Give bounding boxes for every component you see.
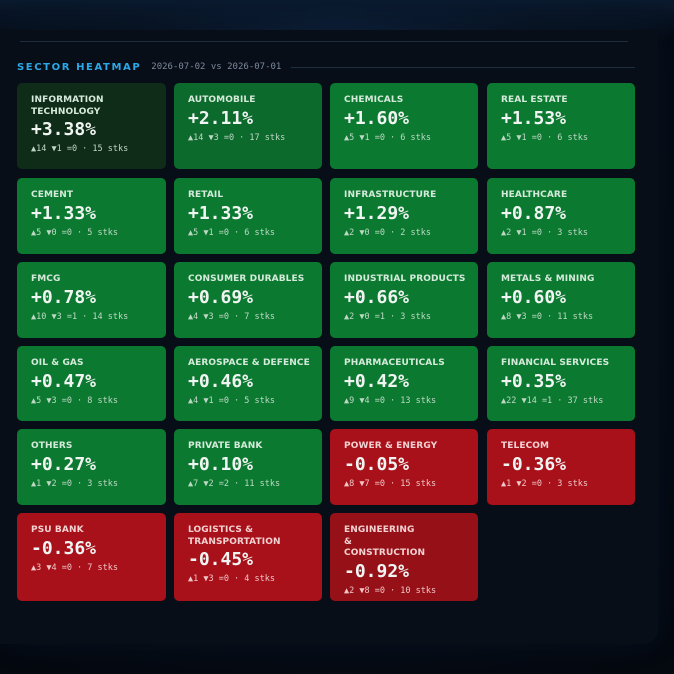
sector-name: OTHERS xyxy=(31,441,73,451)
sector-name: PRIVATE BANK xyxy=(188,441,263,451)
sector-tile-power-energy[interactable]: POWER & ENERGY -0.05% ▲8 ▼7 =0 · 15 stks xyxy=(330,429,478,505)
top-divider xyxy=(20,41,628,42)
sector-tile-retail[interactable]: RETAIL +1.33% ▲5 ▼1 =0 · 6 stks xyxy=(174,178,322,254)
sector-tile-others[interactable]: OTHERS +0.27% ▲1 ▼2 =0 · 3 stks xyxy=(17,429,166,505)
sector-stats: ▲4 ▼3 =0 · 7 stks xyxy=(188,311,275,322)
sector-name: POWER & ENERGY xyxy=(344,441,438,451)
sector-stats: ▲7 ▼2 =2 · 11 stks xyxy=(188,478,281,489)
sector-tile-consumer-durables[interactable]: CONSUMER DURABLES +0.69% ▲4 ▼3 =0 · 7 st… xyxy=(174,262,322,338)
sector-tile-automobile[interactable]: AUTOMOBILE +2.11% ▲14 ▼3 =0 · 17 stks xyxy=(174,83,322,169)
sector-name: REAL ESTATE xyxy=(501,95,568,105)
sector-change: -0.45% xyxy=(188,549,254,570)
sector-change: +0.60% xyxy=(501,286,567,308)
sector-change: +0.46% xyxy=(188,370,254,392)
sector-name: PHARMACEUTICALS xyxy=(344,358,445,368)
sector-name: AUTOMOBILE xyxy=(188,95,256,105)
sector-name: METALS & MINING xyxy=(501,274,595,284)
sector-name: INFORMATION TECHNOLOGY xyxy=(31,95,104,117)
sector-stats: ▲5 ▼3 =0 · 8 stks xyxy=(31,395,118,406)
sector-name: OIL & GAS xyxy=(31,358,84,368)
sector-name: CONSUMER DURABLES xyxy=(188,274,305,284)
sector-stats: ▲22 ▼14 =1 · 37 stks xyxy=(501,395,604,406)
sector-stats: ▲2 ▼0 =1 · 3 stks xyxy=(344,311,431,322)
heatmap-title: SECTOR HEATMAP xyxy=(17,61,142,73)
sector-name: FMCG xyxy=(31,274,61,284)
header-divider xyxy=(291,66,635,68)
sector-change: +1.33% xyxy=(188,202,254,224)
heatmap-header: SECTOR HEATMAP 2026-07-02 vs 2026-07-01 xyxy=(17,60,635,74)
sector-change: +0.47% xyxy=(31,370,97,392)
sector-tile-cement[interactable]: CEMENT +1.33% ▲5 ▼0 =0 · 5 stks xyxy=(17,178,166,254)
sector-name: HEALTHCARE xyxy=(501,190,568,200)
sector-tile-oil-gas[interactable]: OIL & GAS +0.47% ▲5 ▼3 =0 · 8 stks xyxy=(17,346,166,421)
sector-name: CHEMICALS xyxy=(344,95,404,105)
sector-change: +0.69% xyxy=(188,286,254,308)
sector-change: +0.78% xyxy=(31,286,97,308)
sector-tile-healthcare[interactable]: HEALTHCARE +0.87% ▲2 ▼1 =0 · 3 stks xyxy=(487,178,635,254)
sector-stats: ▲2 ▼0 =0 · 2 stks xyxy=(344,227,431,238)
sector-tile-infrastructure[interactable]: INFRASTRUCTURE +1.29% ▲2 ▼0 =0 · 2 stks xyxy=(330,178,478,254)
sector-tile-aerospace-defence[interactable]: AEROSPACE & DEFENCE +0.46% ▲4 ▼1 =0 · 5 … xyxy=(174,346,322,421)
sector-tile-private-bank[interactable]: PRIVATE BANK +0.10% ▲7 ▼2 =2 · 11 stks xyxy=(174,429,322,505)
sector-stats: ▲2 ▼8 =0 · 10 stks xyxy=(344,585,437,596)
sector-tile-logistics-transportation[interactable]: LOGISTICS & TRANSPORTATION -0.45% ▲1 ▼3 … xyxy=(174,513,322,601)
sector-tile-industrial-products[interactable]: INDUSTRIAL PRODUCTS +0.66% ▲2 ▼0 =1 · 3 … xyxy=(330,262,478,338)
sector-change: +0.87% xyxy=(501,202,567,224)
sector-stats: ▲10 ▼3 =1 · 14 stks xyxy=(31,311,129,322)
sector-name: PSU BANK xyxy=(31,525,84,535)
sector-change: +0.42% xyxy=(344,370,410,392)
sector-change: +1.29% xyxy=(344,202,410,224)
sector-name: INFRASTRUCTURE xyxy=(344,190,437,200)
sector-change: +1.60% xyxy=(344,107,410,129)
sector-tile-telecom[interactable]: TELECOM -0.36% ▲1 ▼2 =0 · 3 stks xyxy=(487,429,635,505)
sector-name: AEROSPACE & DEFENCE xyxy=(188,358,310,368)
date-range: 2026-07-02 vs 2026-07-01 xyxy=(151,62,282,72)
sector-tile-fmcg[interactable]: FMCG +0.78% ▲10 ▼3 =1 · 14 stks xyxy=(17,262,166,338)
sector-stats: ▲1 ▼2 =0 · 3 stks xyxy=(501,478,588,489)
sector-stats: ▲5 ▼0 =0 · 5 stks xyxy=(31,227,118,238)
sector-change: +0.10% xyxy=(188,453,254,475)
sector-change: +2.11% xyxy=(188,107,254,129)
sector-stats: ▲5 ▼1 =0 · 6 stks xyxy=(188,227,275,238)
sector-change: +0.66% xyxy=(344,286,410,308)
sector-change: +1.53% xyxy=(501,107,567,129)
sector-tile-engineering-construction[interactable]: ENGINEERING & CONSTRUCTION -0.92% ▲2 ▼8 … xyxy=(330,513,478,601)
sector-stats: ▲1 ▼2 =0 · 3 stks xyxy=(31,478,118,489)
sector-change: -0.92% xyxy=(344,560,410,582)
sector-stats: ▲5 ▼1 =0 · 6 stks xyxy=(501,132,588,143)
sector-name: FINANCIAL SERVICES xyxy=(501,358,610,368)
sector-change: -0.36% xyxy=(31,537,97,559)
sector-stats: ▲8 ▼7 =0 · 15 stks xyxy=(344,478,437,489)
sector-stats: ▲5 ▼1 =0 · 6 stks xyxy=(344,132,431,143)
sector-stats: ▲3 ▼4 =0 · 7 stks xyxy=(31,562,118,573)
sector-tile-financial-services[interactable]: FINANCIAL SERVICES +0.35% ▲22 ▼14 =1 · 3… xyxy=(487,346,635,421)
sector-stats: ▲14 ▼1 =0 · 15 stks xyxy=(31,144,129,154)
sector-tile-information-technology[interactable]: INFORMATION TECHNOLOGY +3.38% ▲14 ▼1 =0 … xyxy=(17,83,166,169)
sector-change: -0.05% xyxy=(344,453,410,475)
sector-change: +1.33% xyxy=(31,202,97,224)
sector-tile-chemicals[interactable]: CHEMICALS +1.60% ▲5 ▼1 =0 · 6 stks xyxy=(330,83,478,169)
sector-change: +0.27% xyxy=(31,453,97,475)
sector-name: INDUSTRIAL PRODUCTS xyxy=(344,274,466,284)
sector-stats: ▲4 ▼1 =0 · 5 stks xyxy=(188,395,275,406)
sector-name: ENGINEERING & CONSTRUCTION xyxy=(344,525,426,558)
sector-name: RETAIL xyxy=(188,190,224,200)
sector-tile-pharmaceuticals[interactable]: PHARMACEUTICALS +0.42% ▲9 ▼4 =0 · 13 stk… xyxy=(330,346,478,421)
sector-stats: ▲14 ▼3 =0 · 17 stks xyxy=(188,132,286,143)
sector-stats: ▲2 ▼1 =0 · 3 stks xyxy=(501,227,588,238)
sector-change: +3.38% xyxy=(31,119,97,140)
sector-stats: ▲1 ▼3 =0 · 4 stks xyxy=(188,574,275,584)
sector-tile-metals-mining[interactable]: METALS & MINING +0.60% ▲8 ▼3 =0 · 11 stk… xyxy=(487,262,635,338)
sector-tile-psu-bank[interactable]: PSU BANK -0.36% ▲3 ▼4 =0 · 7 stks xyxy=(17,513,166,601)
sector-change: -0.36% xyxy=(501,453,567,475)
sector-name: TELECOM xyxy=(501,441,550,451)
sector-change: +0.35% xyxy=(501,370,567,392)
sector-stats: ▲8 ▼3 =0 · 11 stks xyxy=(501,311,594,322)
sector-name: LOGISTICS & TRANSPORTATION xyxy=(188,525,281,547)
sector-name: CEMENT xyxy=(31,190,74,200)
sector-stats: ▲9 ▼4 =0 · 13 stks xyxy=(344,395,437,406)
sector-tile-real-estate[interactable]: REAL ESTATE +1.53% ▲5 ▼1 =0 · 6 stks xyxy=(487,83,635,169)
